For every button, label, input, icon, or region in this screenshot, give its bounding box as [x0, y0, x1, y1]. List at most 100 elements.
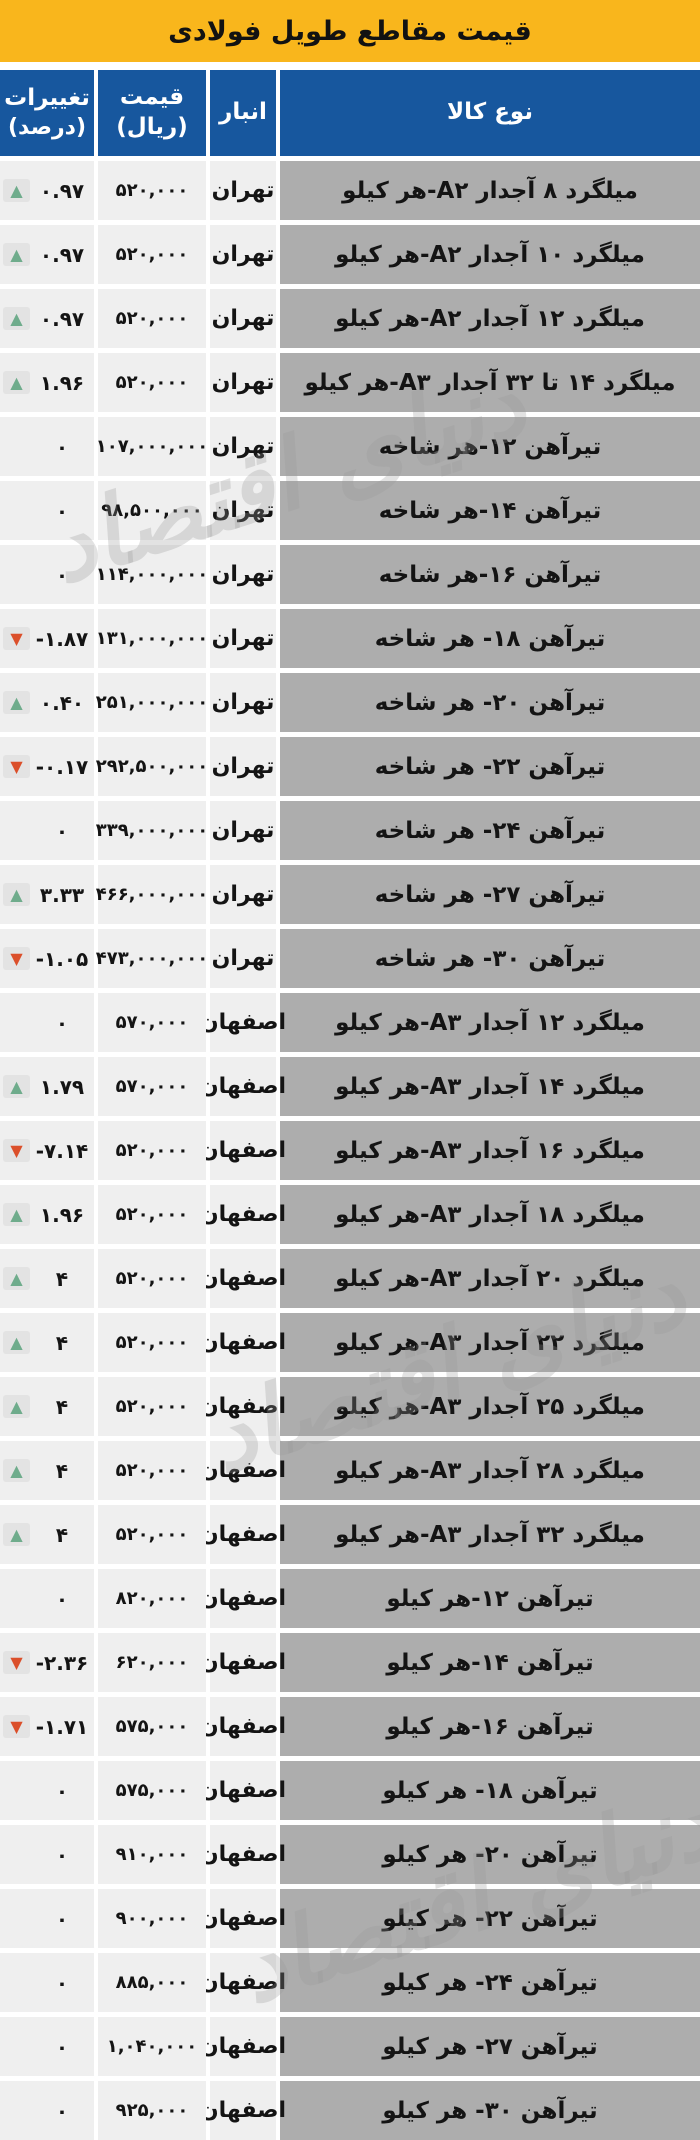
change-percent-cell: ▼ -۱.۷۱	[0, 1697, 94, 1756]
warehouse-cell: تهران	[210, 225, 276, 284]
price-cell: ۵۷۰,۰۰۰	[98, 993, 206, 1052]
warehouse-cell: اصفهان	[200, 1121, 286, 1180]
warehouse-cell: اصفهان	[200, 1825, 286, 1884]
trend-up-icon: ▲	[3, 1523, 30, 1546]
change-percent-value: ۴	[55, 1266, 69, 1291]
product-name-cell: تیرآهن ۲۴- هر کیلو	[280, 1953, 700, 2012]
price-cell: ۵۲۰,۰۰۰	[98, 161, 206, 220]
change-percent-value: ۱.۹۶	[39, 370, 85, 395]
price-cell: ۵۲۰,۰۰۰	[98, 1377, 206, 1436]
price-cell: ۴۷۳,۰۰۰,۰۰۰	[96, 929, 209, 988]
trend-down-icon: ▼	[3, 1139, 30, 1162]
product-name-cell: تیرآهن ۱۴-هر کیلو	[280, 1633, 700, 1692]
warehouse-cell: اصفهان	[200, 1953, 286, 2012]
table-row: میلگرد ۱۸ آجدار A۳-هر کیلو اصفهان ۵۲۰,۰۰…	[0, 1185, 700, 1244]
change-percent-value: ۰	[55, 1586, 69, 1611]
change-percent-value: ۰	[55, 1970, 69, 1995]
product-name-cell: میلگرد ۲۵ آجدار A۳-هر کیلو	[280, 1377, 700, 1436]
change-percent-value: ۰	[55, 2098, 69, 2123]
change-percent-cell: ۰	[0, 1761, 94, 1820]
product-name-cell: تیرآهن ۱۶-هر شاخه	[280, 545, 700, 604]
warehouse-cell: اصفهان	[200, 1313, 286, 1372]
product-name-cell: میلگرد ۸ آجدار A۲-هر کیلو	[280, 161, 700, 220]
table-row: تیرآهن ۲۲- هر شاخه تهران ۲۹۲,۵۰۰,۰۰۰ ▼ -…	[0, 737, 700, 796]
product-name-cell: تیرآهن ۳۰- هر شاخه	[280, 929, 700, 988]
product-name-cell: تیرآهن ۲۰- هر شاخه	[280, 673, 700, 732]
price-cell: ۵۲۰,۰۰۰	[98, 225, 206, 284]
table-row: تیرآهن ۲۷- هر شاخه تهران ۴۶۶,۰۰۰,۰۰۰ ▲ ۳…	[0, 865, 700, 924]
warehouse-cell: اصفهان	[200, 1441, 286, 1500]
change-percent-value: ۰	[55, 2034, 69, 2059]
product-name-cell: تیرآهن ۲۰- هر کیلو	[280, 1825, 700, 1884]
table-row: تیرآهن ۲۷- هر کیلو اصفهان ۱,۰۴۰,۰۰۰ ۰	[0, 2017, 700, 2076]
product-name-cell: میلگرد ۱۰ آجدار A۲-هر کیلو	[280, 225, 700, 284]
column-header-change: تغییرات (درصد)	[0, 70, 94, 156]
change-percent-value: ۰.۹۷	[39, 242, 85, 267]
change-percent-value: -۱.۸۷	[35, 626, 89, 651]
product-name-cell: تیرآهن ۱۶-هر کیلو	[280, 1697, 700, 1756]
change-percent-cell: ▲ ۴	[0, 1505, 94, 1564]
table-row: تیرآهن ۱۶-هر شاخه تهران ۱۱۴,۰۰۰,۰۰۰ ۰	[0, 545, 700, 604]
trend-up-icon: ▲	[3, 307, 30, 330]
table-row: میلگرد ۸ آجدار A۲-هر کیلو تهران ۵۲۰,۰۰۰ …	[0, 161, 700, 220]
change-percent-cell: ۰	[0, 1825, 94, 1884]
change-percent-value: ۰	[55, 1778, 69, 1803]
table-row: تیرآهن ۲۴- هر شاخه تهران ۳۳۹,۰۰۰,۰۰۰ ۰	[0, 801, 700, 860]
price-cell: ۹۱۰,۰۰۰	[98, 1825, 206, 1884]
trend-up-icon: ▲	[3, 1459, 30, 1482]
change-percent-cell: ۰	[0, 1569, 94, 1628]
change-percent-cell: ▲ ۱.۷۹	[0, 1057, 94, 1116]
warehouse-cell: تهران	[210, 161, 276, 220]
table-row: میلگرد ۲۲ آجدار A۳-هر کیلو اصفهان ۵۲۰,۰۰…	[0, 1313, 700, 1372]
warehouse-cell: اصفهان	[200, 1889, 286, 1948]
product-name-cell: میلگرد ۱۴ آجدار A۳-هر کیلو	[280, 1057, 700, 1116]
trend-down-icon: ▼	[3, 627, 30, 650]
price-cell: ۵۲۰,۰۰۰	[98, 353, 206, 412]
column-header-warehouse: انبار	[210, 70, 276, 156]
change-percent-cell: ▼ -۰.۱۷	[0, 737, 94, 796]
product-name-cell: میلگرد ۱۴ تا ۳۲ آجدار A۳-هر کیلو	[280, 353, 700, 412]
change-percent-cell: ۰	[0, 801, 94, 860]
price-cell: ۵۲۰,۰۰۰	[98, 289, 206, 348]
table-row: تیرآهن ۱۴-هر شاخه تهران ۹۸,۵۰۰,۰۰۰ ۰	[0, 481, 700, 540]
change-percent-value: ۰	[55, 1842, 69, 1867]
warehouse-cell: اصفهان	[200, 1633, 286, 1692]
warehouse-cell: تهران	[210, 609, 276, 668]
change-percent-value: ۰	[55, 434, 69, 459]
price-cell: ۲۵۱,۰۰۰,۰۰۰	[96, 673, 209, 732]
price-cell: ۵۲۰,۰۰۰	[98, 1505, 206, 1564]
warehouse-cell: اصفهان	[200, 1697, 286, 1756]
change-percent-value: ۴	[55, 1330, 69, 1355]
change-percent-cell: ▲ ۴	[0, 1441, 94, 1500]
trend-up-icon: ▲	[3, 1331, 30, 1354]
table-row: میلگرد ۲۵ آجدار A۳-هر کیلو اصفهان ۵۲۰,۰۰…	[0, 1377, 700, 1436]
trend-down-icon: ▼	[3, 1715, 30, 1738]
change-percent-value: ۴	[55, 1394, 69, 1419]
product-name-cell: میلگرد ۲۲ آجدار A۳-هر کیلو	[280, 1313, 700, 1372]
product-name-cell: تیرآهن ۲۲- هر شاخه	[280, 737, 700, 796]
warehouse-cell: اصفهان	[200, 1761, 286, 1820]
price-cell: ۹۸,۵۰۰,۰۰۰	[98, 481, 206, 540]
product-name-cell: تیرآهن ۲۴- هر شاخه	[280, 801, 700, 860]
page-title: قیمت مقاطع طویل فولادی	[168, 15, 532, 47]
change-percent-cell: ▲ ۱.۹۶	[0, 353, 94, 412]
change-percent-value: -۲.۳۶	[35, 1650, 89, 1675]
change-percent-value: ۰	[55, 1010, 69, 1035]
price-cell: ۵۲۰,۰۰۰	[98, 1441, 206, 1500]
change-percent-value: ۰	[55, 562, 69, 587]
product-name-cell: تیرآهن ۱۸- هر شاخه	[280, 609, 700, 668]
change-percent-cell: ▼ -۷.۱۴	[0, 1121, 94, 1180]
product-name-cell: میلگرد ۱۲ آجدار A۲-هر کیلو	[280, 289, 700, 348]
trend-down-icon: ▼	[3, 947, 30, 970]
change-percent-value: ۰.۴۰	[39, 690, 85, 715]
change-percent-value: ۰	[55, 818, 69, 843]
warehouse-cell: اصفهان	[200, 1057, 286, 1116]
price-cell: ۸۲۰,۰۰۰	[98, 1569, 206, 1628]
warehouse-cell: اصفهان	[200, 1505, 286, 1564]
price-cell: ۸۸۵,۰۰۰	[98, 1953, 206, 2012]
price-cell: ۵۲۰,۰۰۰	[98, 1313, 206, 1372]
warehouse-cell: تهران	[210, 673, 276, 732]
change-percent-cell: ۰	[0, 993, 94, 1052]
change-percent-value: ۱.۷۹	[39, 1074, 85, 1099]
table-row: میلگرد ۱۲ آجدار A۲-هر کیلو تهران ۵۲۰,۰۰۰…	[0, 289, 700, 348]
